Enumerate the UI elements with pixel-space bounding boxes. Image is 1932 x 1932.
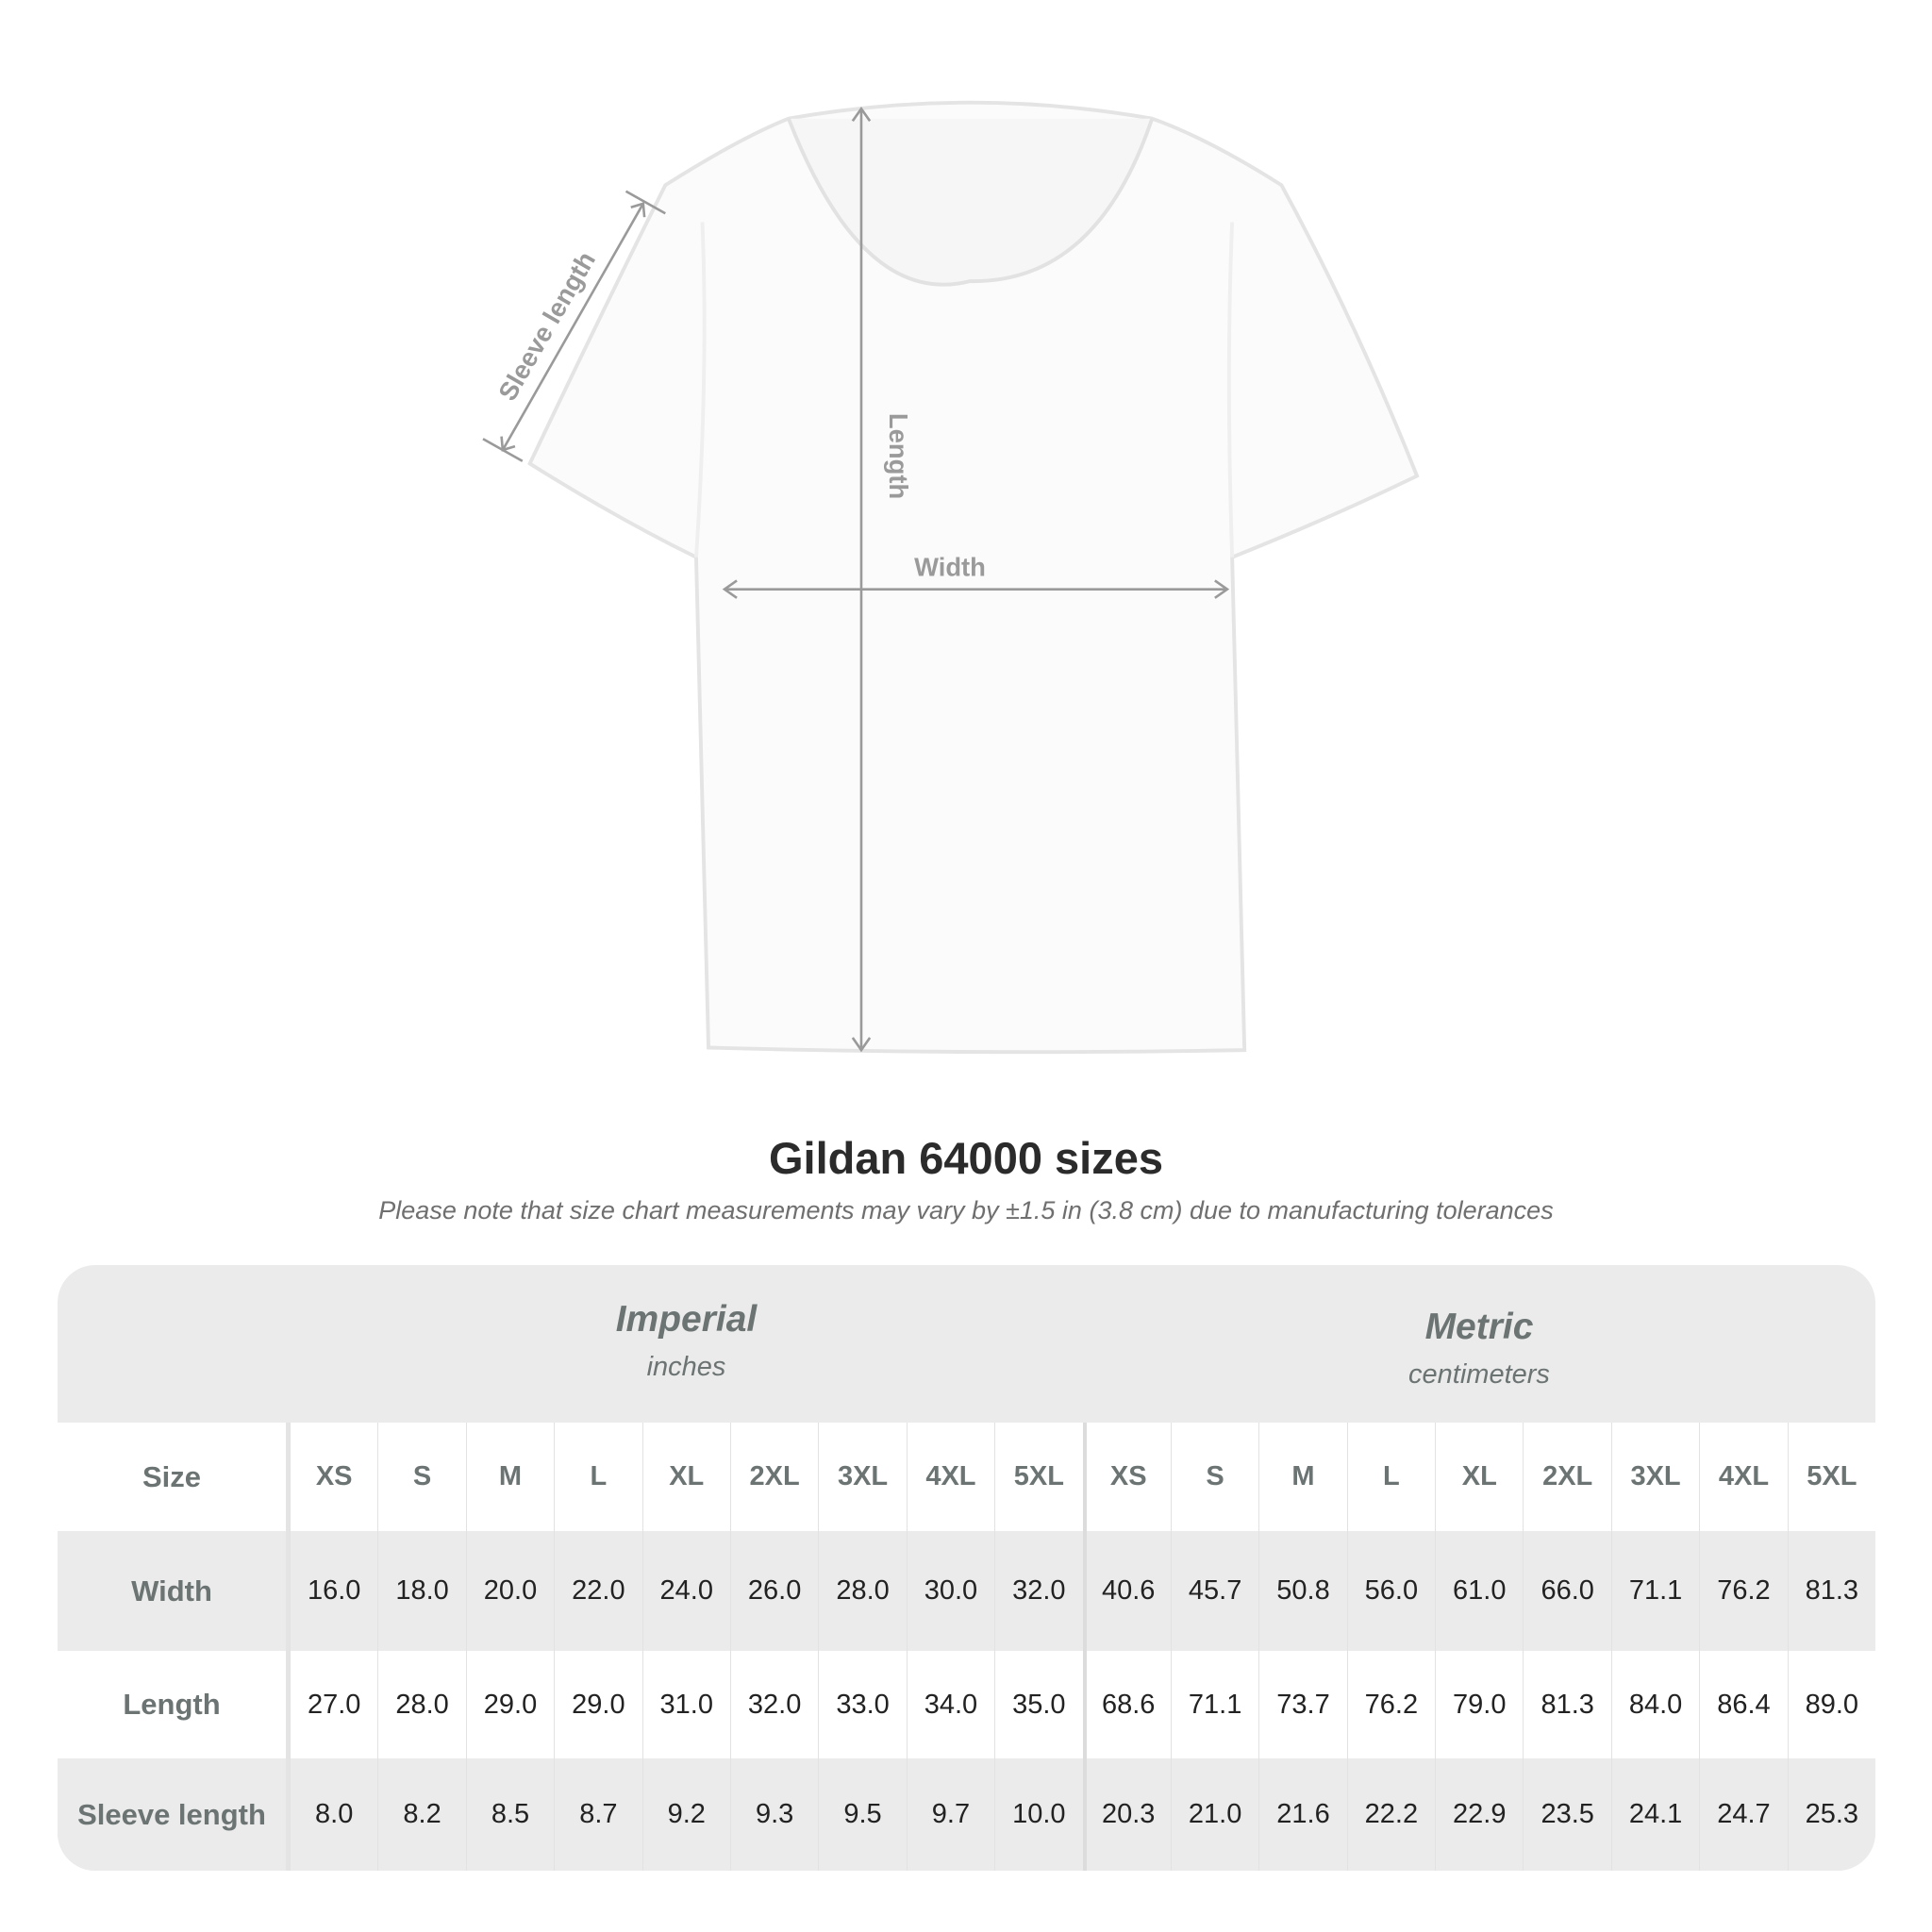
value-cell: 16.0 xyxy=(290,1531,377,1651)
row-label: Length xyxy=(58,1651,290,1758)
value-cell: 33.0 xyxy=(818,1651,906,1758)
value-cell: 22.2 xyxy=(1346,1758,1435,1871)
value-cell: 66.0 xyxy=(1523,1531,1610,1651)
value-cell: 81.3 xyxy=(1523,1651,1610,1758)
tshirt-collar xyxy=(787,117,1155,287)
size-header-cell: 3XL xyxy=(1610,1423,1699,1531)
value-cell: 9.5 xyxy=(818,1758,906,1871)
value-cell: 8.0 xyxy=(290,1758,377,1871)
tolerance-note: Please note that size chart measurements… xyxy=(378,1196,1554,1224)
value-cell: 9.7 xyxy=(906,1758,994,1871)
row-label: Sleeve length xyxy=(58,1758,290,1871)
size-header-row: Size XS S M L XL 2XL 3XL 4XL 5XL XS S M L XL 2XL 3XL 4XL 5… xyxy=(58,1423,1875,1531)
value-cell: 24.0 xyxy=(641,1531,730,1651)
size-table: Imperial inches Metric centimeters Size X… xyxy=(58,1265,1875,1871)
size-header-cell: 3XL xyxy=(818,1423,906,1531)
size-header-cell: 5XL xyxy=(994,1423,1082,1531)
value-cell: 28.0 xyxy=(377,1651,465,1758)
value-cell: 10.0 xyxy=(994,1758,1082,1871)
table-row: Length 27.0 28.0 29.0 29.0 31.0 32.0 33.0 34.0 35… xyxy=(58,1651,1875,1758)
value-cell: 32.0 xyxy=(729,1651,818,1758)
size-header-cell: M xyxy=(1258,1423,1346,1531)
value-cell: 30.0 xyxy=(906,1531,994,1651)
sleeve-measure-line xyxy=(501,203,644,451)
tshirt-diagram: Length Width Sleeve length xyxy=(482,100,1420,1055)
value-cell: 8.7 xyxy=(554,1758,641,1871)
value-cell: 22.0 xyxy=(554,1531,641,1651)
size-header-cell: 4XL xyxy=(1699,1423,1787,1531)
value-cell: 86.4 xyxy=(1699,1651,1787,1758)
size-header-cell: M xyxy=(465,1423,554,1531)
imperial-unit: inches xyxy=(646,1352,726,1382)
value-cell: 68.6 xyxy=(1082,1651,1171,1758)
size-header-cell: XS xyxy=(290,1423,377,1531)
value-cell: 20.0 xyxy=(465,1531,554,1651)
row-label: Width xyxy=(58,1531,290,1651)
metric-header: Metric centimeters xyxy=(1083,1273,1875,1430)
tshirt-shape xyxy=(527,100,1420,1055)
size-header-cell: S xyxy=(1170,1423,1258,1531)
value-cell: 29.0 xyxy=(465,1651,554,1758)
value-cell: 32.0 xyxy=(994,1531,1082,1651)
value-cell: 56.0 xyxy=(1346,1531,1435,1651)
size-header-cell: XL xyxy=(641,1423,730,1531)
value-cell: 24.7 xyxy=(1699,1758,1787,1871)
value-cell: 50.8 xyxy=(1258,1531,1346,1651)
width-label: Width xyxy=(914,552,986,581)
value-cell: 31.0 xyxy=(641,1651,730,1758)
value-cell: 18.0 xyxy=(377,1531,465,1651)
value-cell: 22.9 xyxy=(1435,1758,1523,1871)
value-cell: 71.1 xyxy=(1170,1651,1258,1758)
value-cell: 84.0 xyxy=(1610,1651,1699,1758)
value-cell: 28.0 xyxy=(818,1531,906,1651)
value-cell: 26.0 xyxy=(729,1531,818,1651)
metric-unit: centimeters xyxy=(1408,1359,1550,1390)
size-header-cell: S xyxy=(377,1423,465,1531)
value-cell: 9.3 xyxy=(729,1758,818,1871)
size-header-cell: XL xyxy=(1435,1423,1523,1531)
table-row: Width 16.0 18.0 20.0 22.0 24.0 26.0 28.0 30.0 32.… xyxy=(58,1531,1875,1651)
value-cell: 76.2 xyxy=(1346,1651,1435,1758)
value-cell: 25.3 xyxy=(1787,1758,1875,1871)
value-cell: 34.0 xyxy=(906,1651,994,1758)
imperial-header: Imperial inches xyxy=(290,1265,1083,1423)
value-cell: 21.6 xyxy=(1258,1758,1346,1871)
value-cell: 45.7 xyxy=(1170,1531,1258,1651)
value-cell: 73.7 xyxy=(1258,1651,1346,1758)
size-header-cell: L xyxy=(1346,1423,1435,1531)
value-cell: 89.0 xyxy=(1787,1651,1875,1758)
value-cell: 21.0 xyxy=(1170,1758,1258,1871)
page-title: Gildan 64000 sizes xyxy=(768,1133,1164,1183)
value-cell: 71.1 xyxy=(1610,1531,1699,1651)
size-header-cell: L xyxy=(554,1423,641,1531)
size-header-cell: 4XL xyxy=(906,1423,994,1531)
table-row: Sleeve length 8.0 8.2 8.5 8.7 9.2 9.3 9.5 9.7 10.… xyxy=(58,1758,1875,1871)
size-header-cell: 2XL xyxy=(1523,1423,1610,1531)
value-cell: 81.3 xyxy=(1787,1531,1875,1651)
size-header-cell: 5XL xyxy=(1787,1423,1875,1531)
length-label: Length xyxy=(884,413,913,499)
value-cell: 40.6 xyxy=(1082,1531,1171,1651)
imperial-label: Imperial xyxy=(615,1299,758,1340)
value-cell: 24.1 xyxy=(1610,1758,1699,1871)
size-header-cell: 2XL xyxy=(729,1423,818,1531)
row-label: Size xyxy=(58,1423,290,1531)
value-cell: 76.2 xyxy=(1699,1531,1787,1651)
value-cell: 20.3 xyxy=(1082,1758,1171,1871)
size-header-cell: XS xyxy=(1082,1423,1171,1531)
value-cell: 9.2 xyxy=(641,1758,730,1871)
value-cell: 27.0 xyxy=(290,1651,377,1758)
value-cell: 8.5 xyxy=(465,1758,554,1871)
value-cell: 23.5 xyxy=(1523,1758,1610,1871)
value-cell: 8.2 xyxy=(377,1758,465,1871)
value-cell: 61.0 xyxy=(1435,1531,1523,1651)
metric-label: Metric xyxy=(1424,1307,1534,1347)
value-cell: 79.0 xyxy=(1435,1651,1523,1758)
value-cell: 29.0 xyxy=(554,1651,641,1758)
value-cell: 35.0 xyxy=(994,1651,1082,1758)
